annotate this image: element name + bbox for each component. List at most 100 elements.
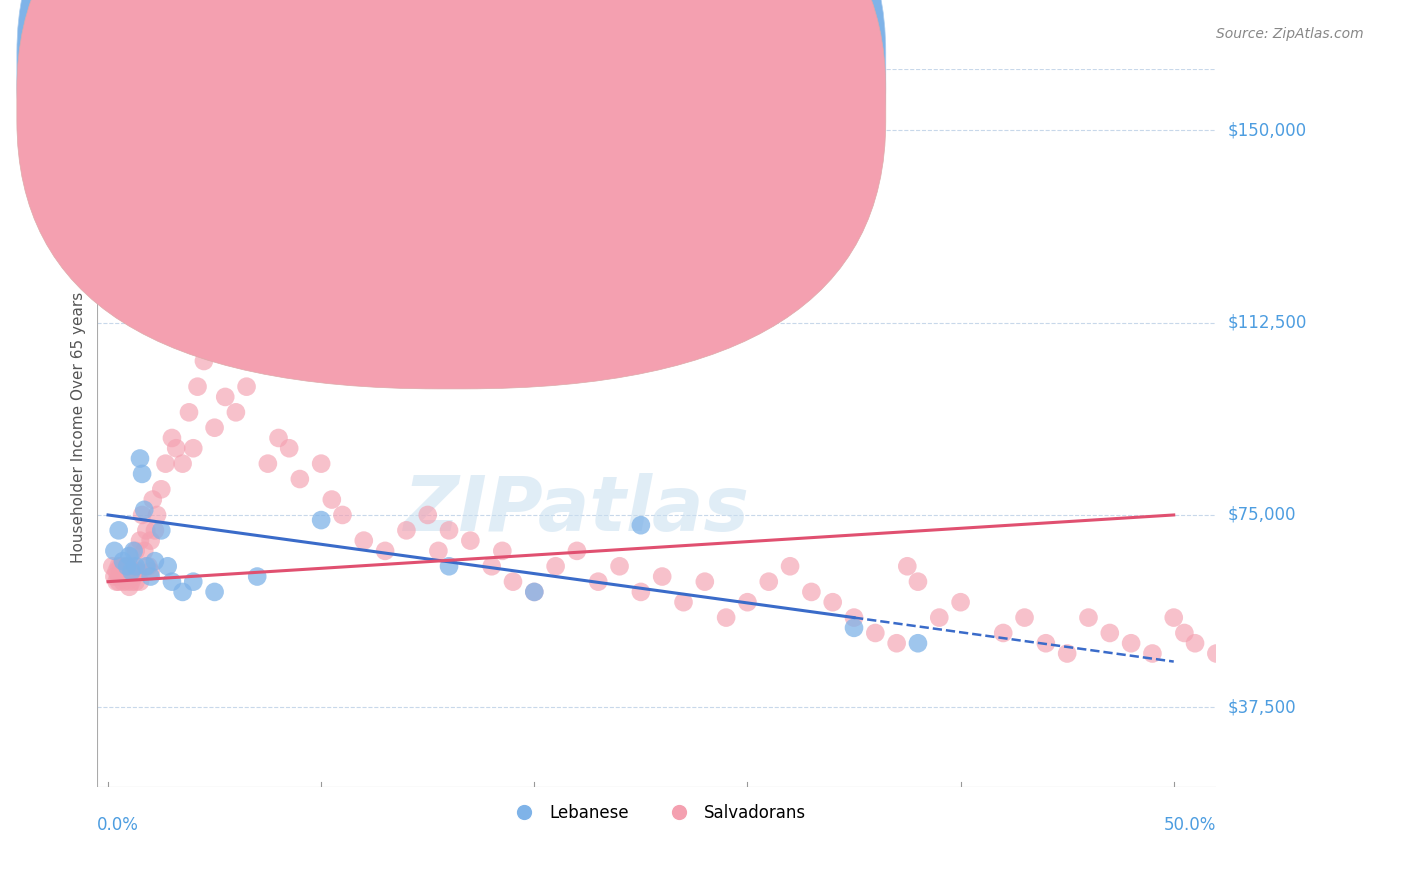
Point [115, 559, 138, 574]
Text: $37,500: $37,500 [1227, 698, 1296, 716]
Point [565, 544, 588, 558]
Point [672, 595, 695, 609]
Point [225, 405, 247, 419]
Point [143, 554, 166, 568]
Text: $112,500: $112,500 [1227, 313, 1308, 332]
Point [139, 569, 162, 583]
Point [1163, 610, 1185, 624]
Point [114, 569, 136, 583]
Point [214, 390, 236, 404]
Point [437, 559, 460, 574]
Point [150, 483, 173, 497]
Point [1312, 677, 1334, 691]
Text: R =: R = [472, 96, 509, 114]
Text: Source: ZipAtlas.com: Source: ZipAtlas.com [1216, 27, 1364, 41]
Text: LEBANESE VS SALVADORAN HOUSEHOLDER INCOME OVER 65 YEARS CORRELATION CHART: LEBANESE VS SALVADORAN HOUSEHOLDER INCOM… [49, 27, 782, 42]
Text: R =: R = [472, 60, 509, 78]
Point [107, 569, 129, 583]
Point [125, 574, 148, 589]
Point [150, 524, 173, 538]
Point [103, 569, 125, 583]
Text: 50.0%: 50.0% [1164, 815, 1216, 834]
Text: 27: 27 [598, 60, 627, 78]
Point [586, 574, 609, 589]
Point [949, 595, 972, 609]
Point [131, 467, 153, 481]
Point [129, 451, 152, 466]
Point [155, 457, 177, 471]
Point [165, 442, 187, 456]
Point [127, 565, 149, 579]
Point [118, 569, 141, 583]
Point [110, 559, 132, 574]
Point [821, 595, 844, 609]
Point [138, 559, 160, 574]
Point [139, 565, 162, 579]
Point [907, 574, 929, 589]
Point [105, 565, 128, 579]
Y-axis label: Householder Income Over 65 years: Householder Income Over 65 years [72, 292, 86, 564]
Point [842, 621, 865, 635]
Point [309, 513, 332, 527]
Text: ZIPatlas: ZIPatlas [404, 473, 749, 547]
Text: $75,000: $75,000 [1227, 506, 1296, 524]
Point [1226, 662, 1249, 676]
Point [865, 626, 887, 640]
Point [120, 574, 142, 589]
Point [114, 559, 136, 574]
Point [120, 565, 142, 579]
Point [332, 508, 354, 522]
Point [160, 431, 183, 445]
Point [111, 554, 134, 568]
Point [135, 524, 157, 538]
Point [523, 585, 546, 599]
Point [107, 574, 129, 589]
Text: $150,000: $150,000 [1227, 121, 1306, 139]
Point [427, 544, 450, 558]
Point [186, 379, 208, 393]
Text: 125: 125 [598, 96, 633, 114]
Point [374, 544, 396, 558]
Point [125, 544, 148, 558]
Point [111, 574, 134, 589]
Point [1291, 662, 1313, 676]
Point [139, 533, 162, 548]
Point [143, 524, 166, 538]
Point [321, 492, 343, 507]
Point [107, 559, 129, 574]
Point [1098, 626, 1121, 640]
Point [267, 431, 290, 445]
Point [993, 626, 1015, 640]
Point [115, 574, 138, 589]
Point [111, 565, 134, 579]
Point [737, 595, 759, 609]
Point [1247, 677, 1270, 691]
Text: N =: N = [571, 60, 607, 78]
Point [110, 569, 132, 583]
Point [1056, 647, 1078, 661]
Point [1333, 688, 1355, 702]
Point [714, 610, 737, 624]
Point [122, 569, 145, 583]
Text: N =: N = [571, 96, 607, 114]
Point [896, 559, 918, 574]
Point [523, 585, 546, 599]
Legend: Lebanese, Salvadorans: Lebanese, Salvadorans [501, 797, 813, 829]
Point [125, 559, 148, 574]
Point [1119, 636, 1142, 650]
Point [886, 636, 908, 650]
Point [160, 574, 183, 589]
Point [134, 503, 156, 517]
Point [181, 442, 204, 456]
Point [278, 442, 301, 456]
Point [758, 574, 780, 589]
Point [204, 585, 226, 599]
Point [257, 457, 280, 471]
Point [103, 544, 125, 558]
Point [1142, 647, 1164, 661]
Point [142, 492, 165, 507]
Point [181, 574, 204, 589]
Point [1205, 647, 1227, 661]
Point [129, 533, 152, 548]
Point [246, 569, 269, 583]
